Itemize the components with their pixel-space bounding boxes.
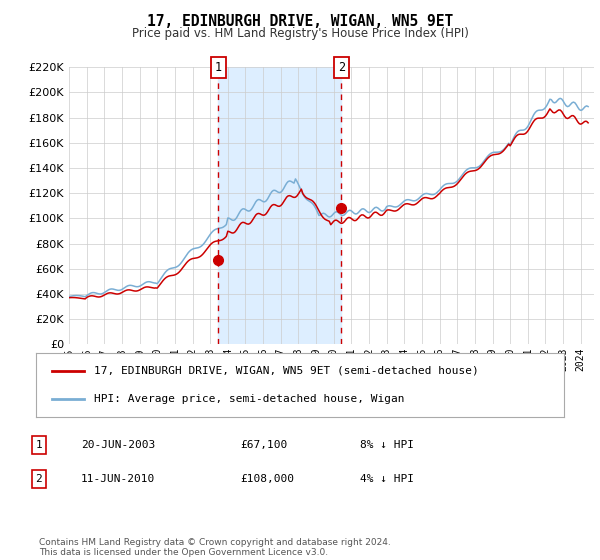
Text: 17, EDINBURGH DRIVE, WIGAN, WN5 9ET: 17, EDINBURGH DRIVE, WIGAN, WN5 9ET	[147, 14, 453, 29]
Text: Price paid vs. HM Land Registry's House Price Index (HPI): Price paid vs. HM Land Registry's House …	[131, 27, 469, 40]
Text: £108,000: £108,000	[240, 474, 294, 484]
Text: 2: 2	[35, 474, 43, 484]
Text: £67,100: £67,100	[240, 440, 287, 450]
Text: 1: 1	[35, 440, 43, 450]
Text: 8% ↓ HPI: 8% ↓ HPI	[360, 440, 414, 450]
Text: 2: 2	[338, 60, 345, 74]
Text: 17, EDINBURGH DRIVE, WIGAN, WN5 9ET (semi-detached house): 17, EDINBURGH DRIVE, WIGAN, WN5 9ET (sem…	[94, 366, 479, 376]
Text: 4% ↓ HPI: 4% ↓ HPI	[360, 474, 414, 484]
Text: Contains HM Land Registry data © Crown copyright and database right 2024.
This d: Contains HM Land Registry data © Crown c…	[39, 538, 391, 557]
Text: HPI: Average price, semi-detached house, Wigan: HPI: Average price, semi-detached house,…	[94, 394, 404, 404]
Bar	[218, 67, 341, 344]
Text: 1: 1	[215, 60, 222, 74]
Text: 20-JUN-2003: 20-JUN-2003	[81, 440, 155, 450]
Text: 11-JUN-2010: 11-JUN-2010	[81, 474, 155, 484]
